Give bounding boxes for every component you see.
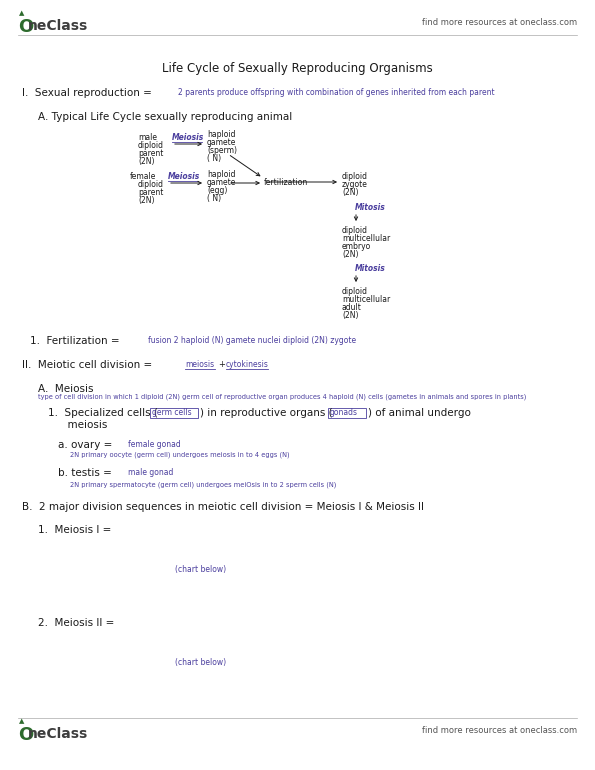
Text: ) of animal undergo: ) of animal undergo [368, 408, 471, 418]
Text: fusion 2 haploid (N) gamete nuclei diploid (2N) zygote: fusion 2 haploid (N) gamete nuclei diplo… [148, 336, 356, 345]
Text: diploid: diploid [342, 226, 368, 235]
Text: neClass: neClass [28, 727, 88, 741]
Text: germ cells: germ cells [152, 408, 192, 417]
Text: gamete: gamete [207, 178, 236, 187]
Text: (egg): (egg) [207, 186, 227, 195]
Text: neClass: neClass [28, 19, 88, 33]
Text: haploid: haploid [207, 170, 236, 179]
Text: parent: parent [138, 149, 164, 158]
Text: cytokinesis: cytokinesis [226, 360, 269, 369]
Text: (chart below): (chart below) [175, 565, 226, 574]
Text: find more resources at oneclass.com: find more resources at oneclass.com [422, 726, 577, 735]
Text: (sperm): (sperm) [207, 146, 237, 155]
Text: 2N primary oocyte (germ cell) undergoes meiosis in to 4 eggs (N): 2N primary oocyte (germ cell) undergoes … [70, 452, 290, 458]
Text: +: + [218, 360, 225, 369]
Text: gamete: gamete [207, 138, 236, 147]
Text: Mitosis: Mitosis [355, 203, 386, 212]
Text: zygote: zygote [342, 180, 368, 189]
Bar [328, 408, 366, 418]
Text: 2 parents produce offspring with combination of genes inherited from each parent: 2 parents produce offspring with combina… [178, 88, 494, 97]
Text: male gonad: male gonad [128, 468, 173, 477]
Text: parent: parent [138, 188, 164, 197]
Text: find more resources at oneclass.com: find more resources at oneclass.com [422, 18, 577, 27]
Text: adult: adult [342, 303, 362, 312]
Text: (2N): (2N) [342, 311, 359, 320]
Text: Life Cycle of Sexually Reproducing Organisms: Life Cycle of Sexually Reproducing Organ… [162, 62, 433, 75]
Text: haploid: haploid [207, 130, 236, 139]
Text: B.  2 major division sequences in meiotic cell division = Meiosis I & Meiosis II: B. 2 major division sequences in meiotic… [22, 502, 424, 512]
Text: II.  Meiotic cell division =: II. Meiotic cell division = [22, 360, 152, 370]
Text: Meiosis: Meiosis [168, 172, 201, 181]
Text: A.  Meiosis: A. Meiosis [38, 384, 93, 394]
Text: meiosis: meiosis [185, 360, 214, 369]
Text: 1.  Fertilization =: 1. Fertilization = [30, 336, 120, 346]
Text: ▲: ▲ [19, 10, 24, 16]
Text: I.  Sexual reproduction =: I. Sexual reproduction = [22, 88, 152, 98]
Text: multicellular: multicellular [342, 234, 390, 243]
Text: meiosis: meiosis [48, 420, 107, 430]
Text: diploid: diploid [138, 180, 164, 189]
Text: O: O [18, 726, 33, 744]
Text: b. testis =: b. testis = [58, 468, 112, 478]
Text: (2N): (2N) [342, 188, 359, 197]
Text: 2N primary spermatocyte (germ cell) undergoes meiOsis in to 2 sperm cells (N): 2N primary spermatocyte (germ cell) unde… [70, 481, 336, 487]
Text: (2N): (2N) [138, 196, 155, 205]
Text: ▲: ▲ [19, 718, 24, 724]
Text: Meiosis: Meiosis [172, 133, 204, 142]
Text: ( N): ( N) [207, 194, 221, 203]
Text: 1.  Specialized cells (: 1. Specialized cells ( [48, 408, 158, 418]
Text: Mitosis: Mitosis [355, 264, 386, 273]
Text: gonads: gonads [330, 408, 358, 417]
Text: multicellular: multicellular [342, 295, 390, 304]
Bar [150, 408, 198, 418]
Text: female gonad: female gonad [128, 440, 181, 449]
Text: 1.  Meiosis I =: 1. Meiosis I = [38, 525, 111, 535]
Text: diploid: diploid [342, 287, 368, 296]
Text: diploid: diploid [138, 141, 164, 150]
Text: (chart below): (chart below) [175, 658, 226, 667]
Text: embryo: embryo [342, 242, 371, 251]
Text: (2N): (2N) [138, 157, 155, 166]
Text: (2N): (2N) [342, 250, 359, 259]
Text: fertilization: fertilization [264, 178, 308, 187]
Text: male: male [138, 133, 157, 142]
Text: ( N): ( N) [207, 154, 221, 163]
Text: female: female [130, 172, 156, 181]
Text: O: O [18, 18, 33, 36]
Text: diploid: diploid [342, 172, 368, 181]
Text: type of cell division in which 1 diploid (2N) germ cell of reproductive organ pr: type of cell division in which 1 diploid… [38, 394, 527, 400]
Text: 2.  Meiosis II =: 2. Meiosis II = [38, 618, 114, 628]
Text: a. ovary =: a. ovary = [58, 440, 112, 450]
Text: ) in reproductive organs (: ) in reproductive organs ( [200, 408, 333, 418]
Text: A. Typical Life Cycle sexually reproducing animal: A. Typical Life Cycle sexually reproduci… [38, 112, 292, 122]
